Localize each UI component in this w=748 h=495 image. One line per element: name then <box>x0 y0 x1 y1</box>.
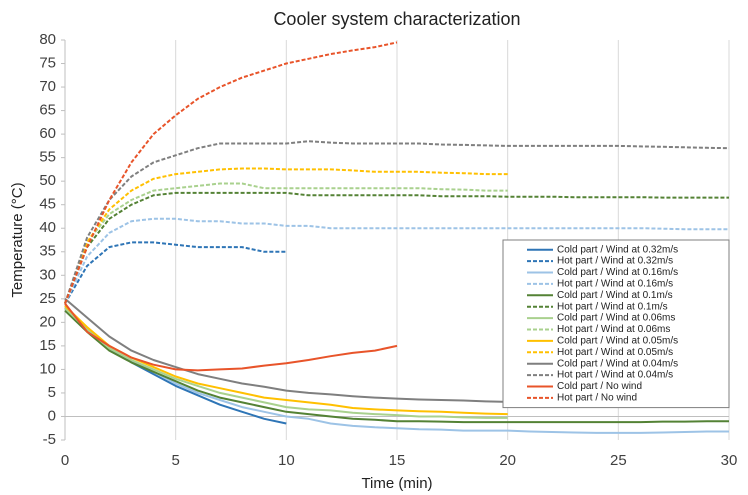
legend-label: Cold part / No wind <box>557 381 642 392</box>
x-tick-label: 25 <box>610 452 627 469</box>
legend-label: Cold part / Wind at 0.05m/s <box>557 336 678 347</box>
series-line <box>64 191 729 304</box>
series-line <box>64 307 508 419</box>
legend-label: Cold part / Wind at 0.16m/s <box>557 267 678 278</box>
x-tick-label: 15 <box>389 452 406 469</box>
series-line <box>64 41 398 304</box>
legend-label: Cold part / Wind at 0.1m/s <box>557 290 673 301</box>
legend-label: Hot part / Wind at 0.1m/s <box>557 301 668 312</box>
series-line <box>64 217 729 304</box>
legend-label: Hot part / No wind <box>557 393 637 404</box>
y-tick-label: 75 <box>39 54 56 71</box>
legend-label: Hot part / Wind at 0.04m/s <box>557 370 673 381</box>
legend-label: Hot part / Wind at 0.06ms <box>557 324 670 335</box>
series-line <box>64 307 729 434</box>
legend-label: Hot part / Wind at 0.05m/s <box>557 347 673 358</box>
x-tick-label: 30 <box>721 452 738 469</box>
y-tick-label: 50 <box>39 172 56 189</box>
legend-label: Cold part / Wind at 0.04m/s <box>557 358 678 369</box>
legend-box <box>502 239 730 409</box>
y-tick-label: 80 <box>39 31 56 48</box>
y-tick-label: -5 <box>43 431 56 448</box>
chart-title: Cooler system characterization <box>273 9 520 29</box>
y-tick-label: 60 <box>39 125 56 142</box>
series-line <box>64 302 398 372</box>
series-line <box>64 182 508 304</box>
legend-label: Cold part / Wind at 0.06ms <box>557 313 675 324</box>
series-line <box>64 241 287 305</box>
series-line <box>64 309 729 424</box>
y-tick-label: 25 <box>39 290 56 307</box>
legend-label: Hot part / Wind at 0.16m/s <box>557 279 673 290</box>
y-tick-label: 15 <box>39 337 56 354</box>
x-tick-label: 5 <box>171 452 179 469</box>
y-tick-label: 40 <box>39 219 56 236</box>
legend-label: Hot part / Wind at 0.32m/s <box>557 256 673 267</box>
y-tick-label: 55 <box>39 149 56 166</box>
x-tick-label: 10 <box>278 452 295 469</box>
legend-label: Cold part / Wind at 0.32m/s <box>557 244 678 255</box>
y-tick-label: 5 <box>48 384 56 401</box>
y-tick-label: 70 <box>39 78 56 95</box>
x-tick-label: 0 <box>61 452 69 469</box>
x-tick-label: 20 <box>499 452 516 469</box>
x-axis-label: Time (min) <box>361 475 432 492</box>
y-tick-label: 30 <box>39 266 56 283</box>
y-axis-label: Temperature (°C) <box>9 182 26 297</box>
series-line <box>64 167 508 304</box>
y-tick-label: 0 <box>48 407 56 424</box>
y-tick-label: 20 <box>39 313 56 330</box>
y-tick-label: 45 <box>39 196 56 213</box>
series-line <box>64 140 730 304</box>
y-tick-label: 10 <box>39 360 56 377</box>
y-tick-label: 35 <box>39 243 56 260</box>
y-tick-label: 65 <box>39 102 56 119</box>
